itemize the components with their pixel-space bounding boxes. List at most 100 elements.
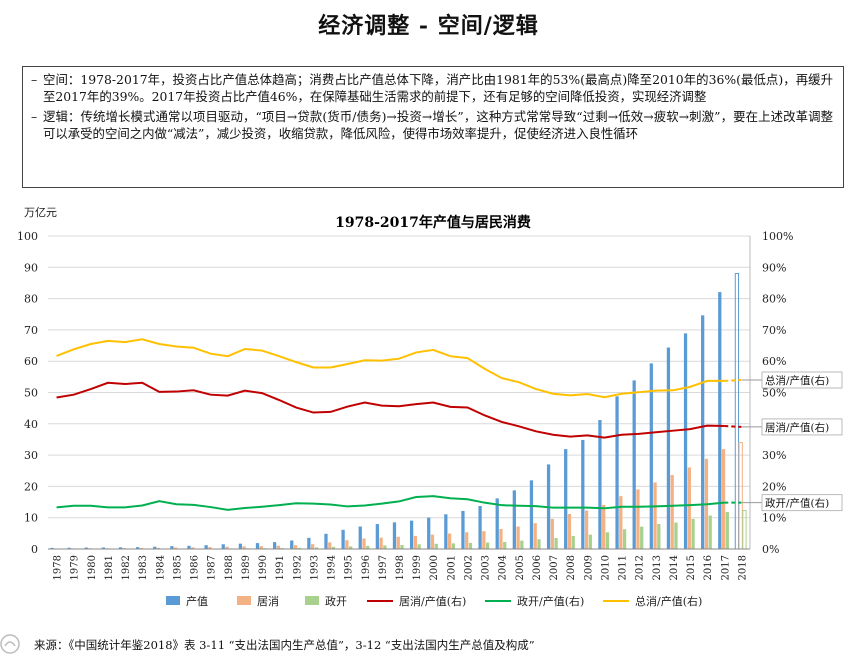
bar-产值 xyxy=(649,363,653,549)
legend-label: 产值 xyxy=(186,594,208,608)
x-tick-label: 1981 xyxy=(104,555,115,580)
chart-title: 1978-2017年产值与居民消费 xyxy=(335,214,531,231)
bar-居消 xyxy=(738,442,743,550)
x-tick-label: 2004 xyxy=(498,555,509,580)
y-tick-right: 0% xyxy=(762,543,779,556)
bar-产值 xyxy=(495,498,499,549)
bar-产值 xyxy=(701,315,705,549)
x-tick-label: 1996 xyxy=(361,555,372,580)
bar-产值 xyxy=(50,547,54,549)
annotation-label: 政开/产值(右) xyxy=(765,497,829,510)
bar-居消 xyxy=(602,504,606,549)
bar-产值 xyxy=(666,347,671,549)
annotation-box xyxy=(761,494,843,512)
bar-居消 xyxy=(396,536,400,549)
x-tick-label: 1992 xyxy=(292,555,303,580)
legend-label: 总消/产值(右) xyxy=(635,594,702,608)
bar-居消 xyxy=(619,496,623,549)
bar-居消 xyxy=(533,523,537,549)
bar-居消 xyxy=(465,532,469,549)
bar-产值 xyxy=(67,547,71,549)
bar-产值 xyxy=(153,546,157,549)
bar-居消 xyxy=(516,526,520,549)
legend-swatch xyxy=(166,596,180,605)
bar-政开 xyxy=(349,546,353,549)
bar-政开 xyxy=(434,543,438,549)
bar-政开 xyxy=(708,515,712,549)
bullet-mark: – xyxy=(31,109,38,124)
y-tick-right: 70% xyxy=(762,324,786,337)
x-tick-label: 2018 xyxy=(737,555,748,580)
summary-box: – 空间：1978-2017年，投资占比产值总体趋高；消费占比产值总体下降，消产… xyxy=(22,66,844,188)
bar-产值 xyxy=(444,514,448,549)
x-tick-label: 1990 xyxy=(258,555,269,580)
y-tick-left: 20 xyxy=(24,480,38,493)
bar-产值 xyxy=(272,542,277,549)
bullet-logic: – 逻辑：传统增长模式通常以项目驱动，“项目→贷款(货币/债务)→投资→增长”，… xyxy=(31,108,833,142)
legend-label: 政开/产值(右) xyxy=(517,594,584,608)
y-tick-left: 30 xyxy=(24,449,38,462)
bar-产值 xyxy=(238,543,243,549)
y-tick-left: 80 xyxy=(24,293,38,306)
y-tick-right: 80% xyxy=(762,293,786,306)
bar-政开 xyxy=(485,542,490,549)
bar-政开 xyxy=(640,526,644,549)
bar-居消 xyxy=(721,449,726,549)
page-title: 经济调整 - 空间/逻辑 xyxy=(318,13,539,39)
bar-居消 xyxy=(328,542,332,549)
y-tick-right: 90% xyxy=(762,261,786,274)
bar-政开 xyxy=(742,510,747,550)
x-tick-label: 2014 xyxy=(669,555,680,580)
bar-居消 xyxy=(379,537,383,549)
y-tick-right: 50% xyxy=(762,387,786,400)
x-tick-label: 1986 xyxy=(190,555,201,580)
legend-label: 居消 xyxy=(257,594,279,608)
bar-产值 xyxy=(512,490,516,549)
bar-产值 xyxy=(221,544,225,549)
bar-产值 xyxy=(375,524,379,549)
bar-政开 xyxy=(622,529,627,549)
legend-swatch xyxy=(237,596,251,605)
x-tick-label: 2013 xyxy=(652,555,663,580)
bar-产值 xyxy=(632,380,636,549)
x-tick-label: 2003 xyxy=(481,555,492,580)
bar-居消 xyxy=(482,531,486,549)
x-tick-label: 2010 xyxy=(600,555,611,580)
bar-产值 xyxy=(290,540,294,549)
y-tick-right: 30% xyxy=(762,449,786,462)
x-tick-label: 1997 xyxy=(378,555,389,580)
y-axis-left-label: 万亿元 xyxy=(24,206,57,219)
legend-label: 居消/产值(右) xyxy=(399,594,466,608)
bar-居消 xyxy=(225,546,229,549)
bar-居消 xyxy=(259,546,263,549)
y-tick-left: 40 xyxy=(24,418,38,431)
bar-居消 xyxy=(653,482,657,549)
bullet-text-space: 空间：1978-2017年，投资占比产值总体趋高；消费占比产值总体下降，消产比由… xyxy=(43,72,833,104)
x-tick-label: 1998 xyxy=(395,555,406,580)
x-tick-label: 1989 xyxy=(241,555,252,580)
bar-居消 xyxy=(550,518,554,549)
bar-产值 xyxy=(84,547,88,549)
y-tick-right: 20% xyxy=(762,480,786,493)
bar-居消 xyxy=(174,547,178,549)
bar-产值 xyxy=(683,333,688,549)
x-tick-label: 1991 xyxy=(275,555,286,580)
x-tick-label: 1983 xyxy=(138,555,149,580)
bar-产值 xyxy=(170,546,174,549)
y-tick-left: 50 xyxy=(24,387,38,400)
bar-政开 xyxy=(331,546,336,549)
y-tick-left: 60 xyxy=(24,355,38,368)
bar-政开 xyxy=(554,537,558,549)
x-tick-label: 2017 xyxy=(720,555,731,580)
x-tick-label: 2009 xyxy=(583,555,594,580)
bar-居消 xyxy=(430,534,435,549)
bar-居消 xyxy=(276,545,281,549)
bar-政开 xyxy=(297,547,301,549)
bar-产值 xyxy=(564,449,568,549)
bar-居消 xyxy=(362,538,366,549)
bar-政开 xyxy=(691,518,695,549)
bar-产值 xyxy=(204,545,208,549)
line-projection-总消/产值(右) xyxy=(724,378,742,382)
bar-政开 xyxy=(674,522,678,549)
x-tick-label: 2002 xyxy=(463,555,474,580)
